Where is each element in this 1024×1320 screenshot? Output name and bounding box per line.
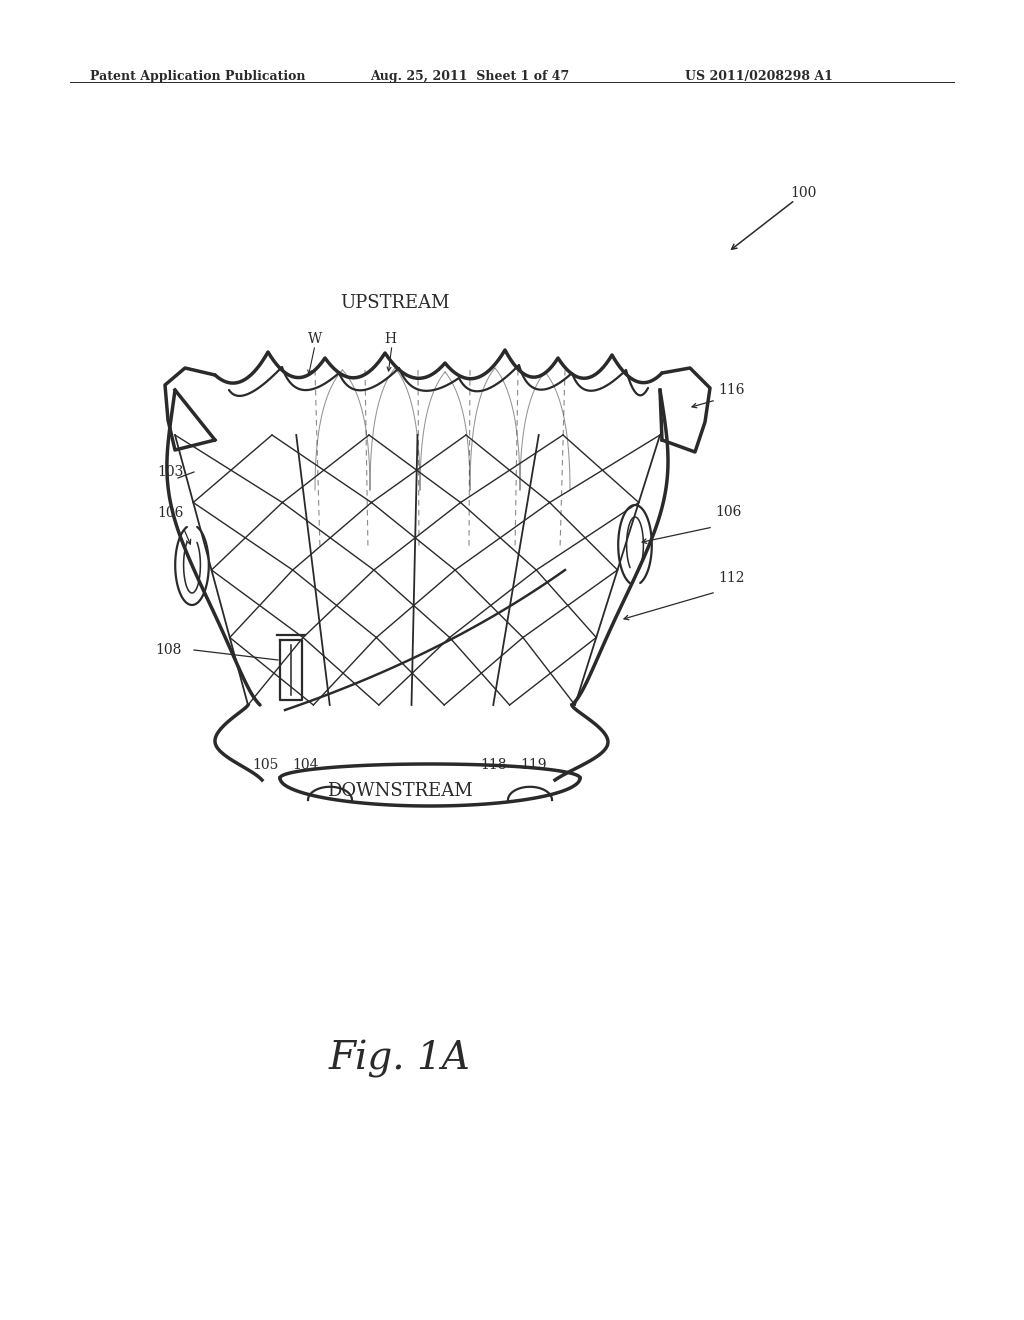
Text: 105: 105	[252, 758, 279, 772]
Text: DOWNSTREAM: DOWNSTREAM	[328, 781, 473, 800]
Text: 104: 104	[292, 758, 318, 772]
Text: Patent Application Publication: Patent Application Publication	[90, 70, 305, 83]
Text: W: W	[308, 333, 323, 346]
Text: H: H	[384, 333, 396, 346]
Text: 103: 103	[157, 465, 183, 479]
Text: 116: 116	[718, 383, 744, 397]
Text: 118: 118	[480, 758, 507, 772]
Text: 106: 106	[157, 506, 183, 520]
Text: UPSTREAM: UPSTREAM	[340, 294, 450, 312]
Text: US 2011/0208298 A1: US 2011/0208298 A1	[685, 70, 833, 83]
Text: Fig. 1A: Fig. 1A	[329, 1040, 471, 1078]
Text: 112: 112	[718, 572, 744, 585]
Text: 108: 108	[155, 643, 181, 657]
Text: 106: 106	[715, 506, 741, 519]
Text: 119: 119	[520, 758, 547, 772]
Text: 100: 100	[790, 186, 816, 201]
Text: Aug. 25, 2011  Sheet 1 of 47: Aug. 25, 2011 Sheet 1 of 47	[370, 70, 569, 83]
